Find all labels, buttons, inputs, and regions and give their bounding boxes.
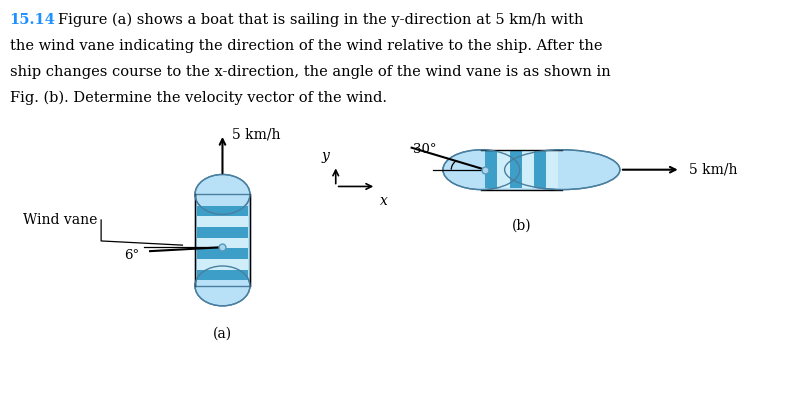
Bar — [498, 151, 510, 189]
Bar — [197, 248, 248, 259]
Text: x: x — [380, 194, 388, 208]
Ellipse shape — [195, 174, 250, 215]
Text: Wind vane: Wind vane — [23, 213, 97, 227]
Text: (a): (a) — [213, 327, 232, 341]
Bar — [534, 151, 546, 189]
Ellipse shape — [443, 150, 519, 189]
Bar — [197, 269, 248, 280]
Bar — [197, 227, 248, 238]
Bar — [522, 151, 534, 189]
Text: ship changes course to the x-direction, the angle of the wind vane is as shown i: ship changes course to the x-direction, … — [10, 65, 611, 78]
Bar — [197, 259, 248, 269]
Text: 5 km/h: 5 km/h — [688, 163, 737, 177]
Text: Fig. (b). Determine the velocity vector of the wind.: Fig. (b). Determine the velocity vector … — [10, 91, 387, 105]
Bar — [481, 150, 547, 189]
Bar — [546, 151, 558, 189]
Text: y: y — [321, 150, 329, 163]
Text: Figure (a) shows a boat that is sailing in the y-direction at 5 km/h with: Figure (a) shows a boat that is sailing … — [58, 13, 584, 27]
Text: 30°: 30° — [413, 143, 437, 156]
Bar — [195, 194, 250, 286]
Bar — [197, 238, 248, 248]
Text: 5 km/h: 5 km/h — [232, 127, 281, 141]
Bar — [197, 206, 248, 217]
Text: 15.14: 15.14 — [10, 13, 56, 26]
Bar — [197, 217, 248, 227]
Bar — [485, 151, 498, 189]
Bar — [510, 151, 522, 189]
Text: the wind vane indicating the direction of the wind relative to the ship. After t: the wind vane indicating the direction o… — [10, 39, 602, 52]
Text: 6°: 6° — [125, 249, 139, 262]
Ellipse shape — [195, 266, 250, 306]
Text: (b): (b) — [512, 219, 532, 233]
Ellipse shape — [505, 150, 620, 189]
